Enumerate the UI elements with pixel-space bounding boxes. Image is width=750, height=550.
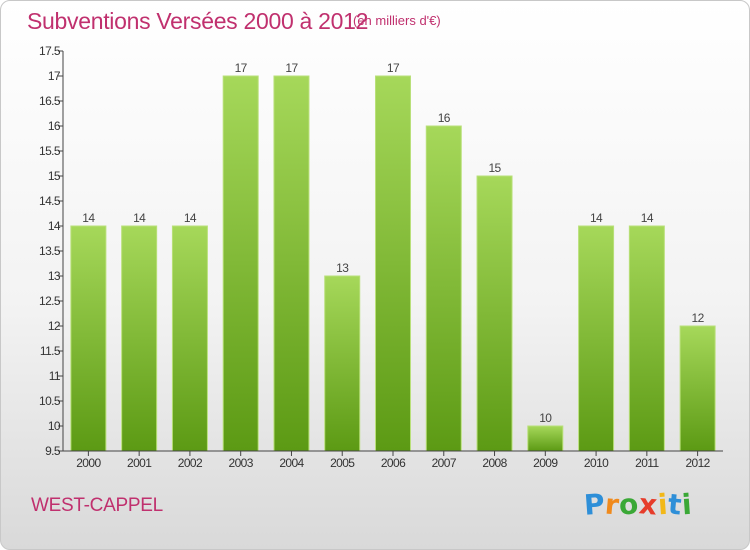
x-tick-label-2003: 2003 <box>229 456 254 470</box>
y-tick-label-14.5: 14.5 <box>39 194 61 208</box>
y-tick-label-13.5: 13.5 <box>39 244 61 258</box>
x-tick-label-2004: 2004 <box>279 456 304 470</box>
x-tick-label-2001: 2001 <box>127 456 152 470</box>
data-label-2010: 14 <box>590 211 603 225</box>
data-label-2007: 16 <box>438 111 451 125</box>
data-label-2006: 17 <box>387 61 400 75</box>
bar-2010 <box>578 225 615 452</box>
data-label-2002: 14 <box>184 211 197 225</box>
bar-2009 <box>527 425 564 452</box>
data-label-2009: 10 <box>539 411 552 425</box>
y-tick-label-13: 13 <box>48 269 61 283</box>
y-tick-label-11: 11 <box>49 369 61 383</box>
y-tick-label-16: 16 <box>48 119 61 133</box>
bar-2004 <box>273 75 310 452</box>
bar-2002 <box>171 225 208 452</box>
y-tick-label-12.5: 12.5 <box>39 294 61 308</box>
bar-2000 <box>70 225 107 452</box>
x-tick-label-2000: 2000 <box>76 456 101 470</box>
chart-subtitle: (en milliers d'€) <box>353 13 441 28</box>
data-label-2003: 17 <box>235 61 248 75</box>
x-tick-label-2011: 2011 <box>635 456 659 470</box>
bar-2003 <box>222 75 259 452</box>
y-tick-label-11.5: 11.5 <box>40 344 61 358</box>
data-label-2011: 14 <box>641 211 654 225</box>
bar-2008 <box>476 175 513 452</box>
y-tick-label-14: 14 <box>48 219 61 233</box>
x-tick-label-2006: 2006 <box>381 456 406 470</box>
y-tick-label-10.5: 10.5 <box>39 394 61 408</box>
axes-group: 2000 2001 2002 2003 2004 2005 2006 2007 2008 2009… <box>39 44 723 470</box>
bar-2011 <box>628 225 665 452</box>
x-tick-label-2007: 2007 <box>432 456 457 470</box>
logo-letter: P <box>582 487 607 522</box>
y-tick-label-17: 17 <box>48 69 61 83</box>
x-tick-label-2010: 2010 <box>584 456 609 470</box>
bar-2007 <box>425 125 462 452</box>
x-tick-label-2005: 2005 <box>330 456 355 470</box>
y-tick-label-17.5: 17.5 <box>39 44 61 58</box>
x-tick-label-2009: 2009 <box>533 456 558 470</box>
logo-letter: i <box>680 487 693 522</box>
y-tick-label-10: 10 <box>48 419 61 433</box>
logo-letter: x <box>637 487 660 522</box>
y-tick-label-16.5: 16.5 <box>39 94 61 108</box>
y-tick-label-12: 12 <box>48 319 61 333</box>
bar-2005 <box>324 275 361 452</box>
proxiti-logo[interactable]: Proxiti <box>582 487 693 522</box>
y-tick-label-9.5: 9.5 <box>45 444 61 458</box>
bars-group: 14 14 14 17 17 13 17 16 15 10 14 14 12 <box>70 61 716 452</box>
x-tick-label-2002: 2002 <box>178 456 203 470</box>
y-tick-label-15: 15 <box>48 169 61 183</box>
bar-2001 <box>121 225 158 452</box>
chart-title: Subventions Versées 2000 à 2012 <box>27 8 369 34</box>
data-label-2008: 15 <box>488 161 501 175</box>
data-label-2005: 13 <box>336 261 349 275</box>
data-label-2000: 14 <box>82 211 95 225</box>
bar-2012 <box>679 325 716 452</box>
data-label-2012: 12 <box>692 311 705 325</box>
y-tick-label-15.5: 15.5 <box>39 144 61 158</box>
data-label-2004: 17 <box>285 61 298 75</box>
location-label: WEST-CAPPEL <box>31 495 163 516</box>
x-tick-label-2008: 2008 <box>482 456 507 470</box>
x-tick-label-2012: 2012 <box>685 456 710 470</box>
bar-2006 <box>375 75 411 452</box>
data-label-2001: 14 <box>133 211 146 225</box>
